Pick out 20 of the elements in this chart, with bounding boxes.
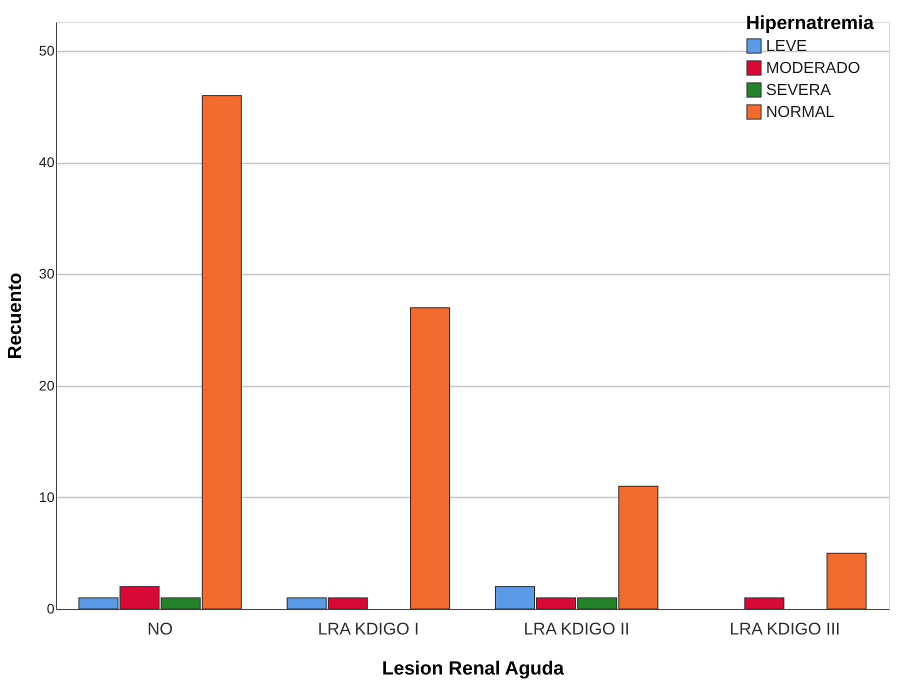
legend-title: Hipernatremia <box>746 13 874 34</box>
legend-label: SEVERA <box>766 82 832 99</box>
y-axis-title: Recuento <box>4 272 26 360</box>
legend-label: MODERADO <box>766 60 860 77</box>
legend-label: NORMAL <box>766 104 835 121</box>
x-tick-label: NO <box>147 620 173 638</box>
bar <box>410 307 450 610</box>
y-tick-label: 30 <box>38 266 55 282</box>
y-tick-label: 20 <box>38 377 55 394</box>
legend-label: LEVE <box>766 38 807 55</box>
x-tick-label: LRA KDIGO II <box>524 620 630 638</box>
bar <box>826 552 867 610</box>
y-tick-label: 10 <box>38 488 55 505</box>
x-tick-label: LRA KDIGO I <box>318 620 419 638</box>
x-axis-title: Lesion Renal Aguda <box>382 658 564 680</box>
y-tick-label: 40 <box>38 154 55 170</box>
y-tick-label: 0 <box>46 600 55 616</box>
x-tick-label: LRA KDIGO III <box>730 620 840 638</box>
y-tick-label: 50 <box>38 42 55 59</box>
bar <box>744 597 784 610</box>
